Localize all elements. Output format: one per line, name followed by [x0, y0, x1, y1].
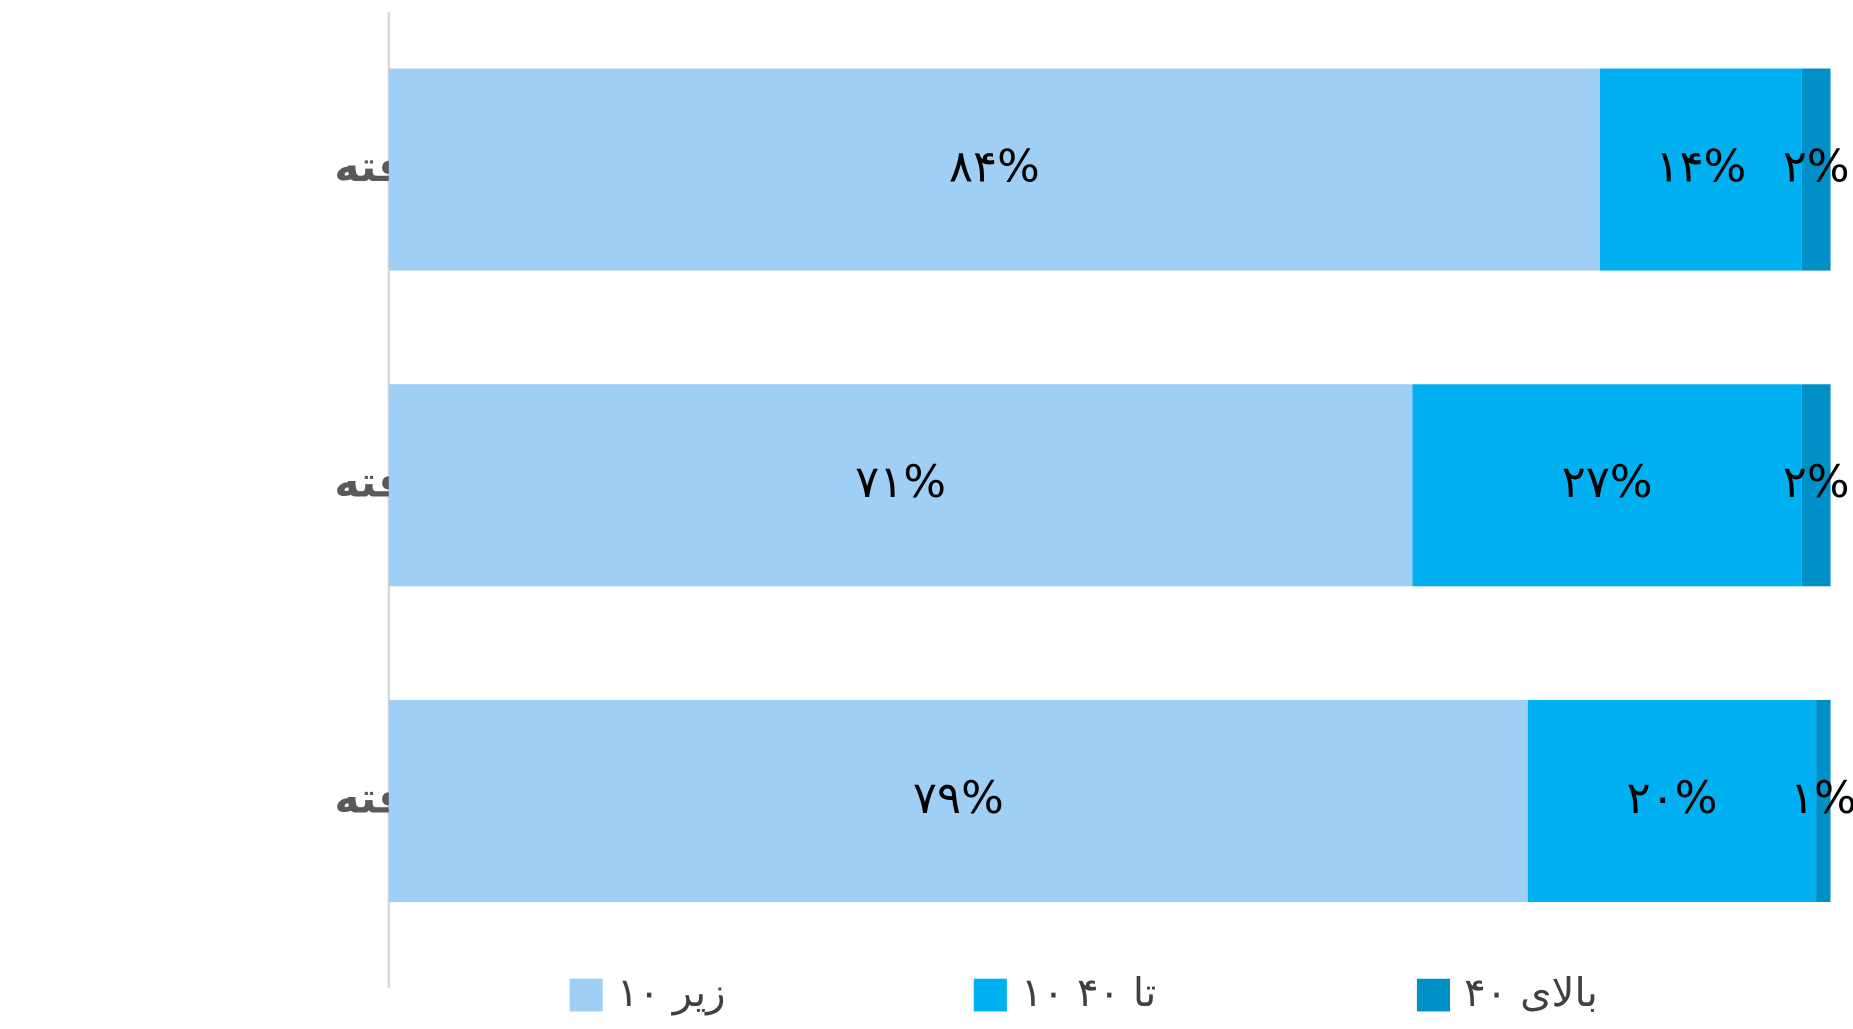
- bar-segment: [1599, 68, 1802, 271]
- data-label: ۷۹%: [913, 772, 1004, 824]
- bar-segment: [388, 68, 1600, 271]
- bar-segment: [388, 384, 1413, 587]
- bar-segment: [1412, 384, 1802, 587]
- data-label: ۸۴%: [949, 141, 1040, 193]
- legend-swatch: [1416, 978, 1451, 1012]
- data-label: ۲۷%: [1562, 456, 1653, 508]
- legend-swatch: [973, 978, 1007, 1012]
- bar-segment: [1801, 384, 1831, 587]
- legend-label: زیر ۱۰: [617, 970, 726, 1016]
- data-label: ۲%: [1783, 456, 1850, 508]
- legend-swatch: [569, 978, 603, 1012]
- legend-label: ۱۰ تا ۴۰: [1021, 970, 1156, 1016]
- bar-segment: [1816, 699, 1831, 903]
- data-label: ۱%: [1790, 772, 1853, 824]
- bar-segment: [1527, 699, 1817, 903]
- data-label: ۱۴%: [1655, 141, 1746, 193]
- bar-segment: [388, 699, 1528, 903]
- data-label: ۲%: [1783, 141, 1850, 193]
- data-label: ۷۱%: [855, 456, 946, 508]
- data-label: ۲۰%: [1627, 772, 1718, 824]
- bar-segment: [1801, 68, 1831, 271]
- legend-label: بالای ۴۰: [1464, 970, 1598, 1016]
